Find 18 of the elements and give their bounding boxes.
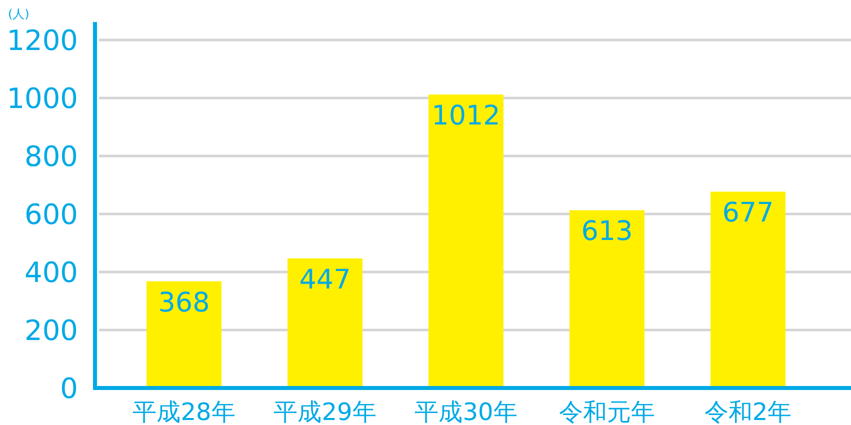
y-tick-label: 1000 bbox=[6, 82, 78, 115]
y-axis-title: (人) bbox=[8, 7, 30, 21]
y-tick-label: 200 bbox=[24, 314, 78, 347]
data-label: 613 bbox=[581, 216, 633, 248]
x-tick-label: 令和元年 bbox=[559, 398, 655, 425]
x-tick-label: 平成30年 bbox=[414, 398, 518, 425]
y-tick-label: 0 bbox=[60, 372, 78, 405]
data-label: 1012 bbox=[432, 100, 500, 132]
x-tick-label: 令和2年 bbox=[704, 398, 792, 425]
y-tick-label: 400 bbox=[24, 256, 78, 289]
y-tick-label: 600 bbox=[24, 198, 78, 231]
data-label: 447 bbox=[299, 264, 351, 296]
x-tick-label: 平成29年 bbox=[274, 398, 376, 425]
data-label: 368 bbox=[158, 287, 210, 318]
y-tick-label: 800 bbox=[24, 140, 78, 173]
x-tick-label: 平成28年 bbox=[132, 398, 236, 425]
data-label: 677 bbox=[722, 198, 774, 229]
y-tick-label: 1200 bbox=[6, 24, 78, 57]
